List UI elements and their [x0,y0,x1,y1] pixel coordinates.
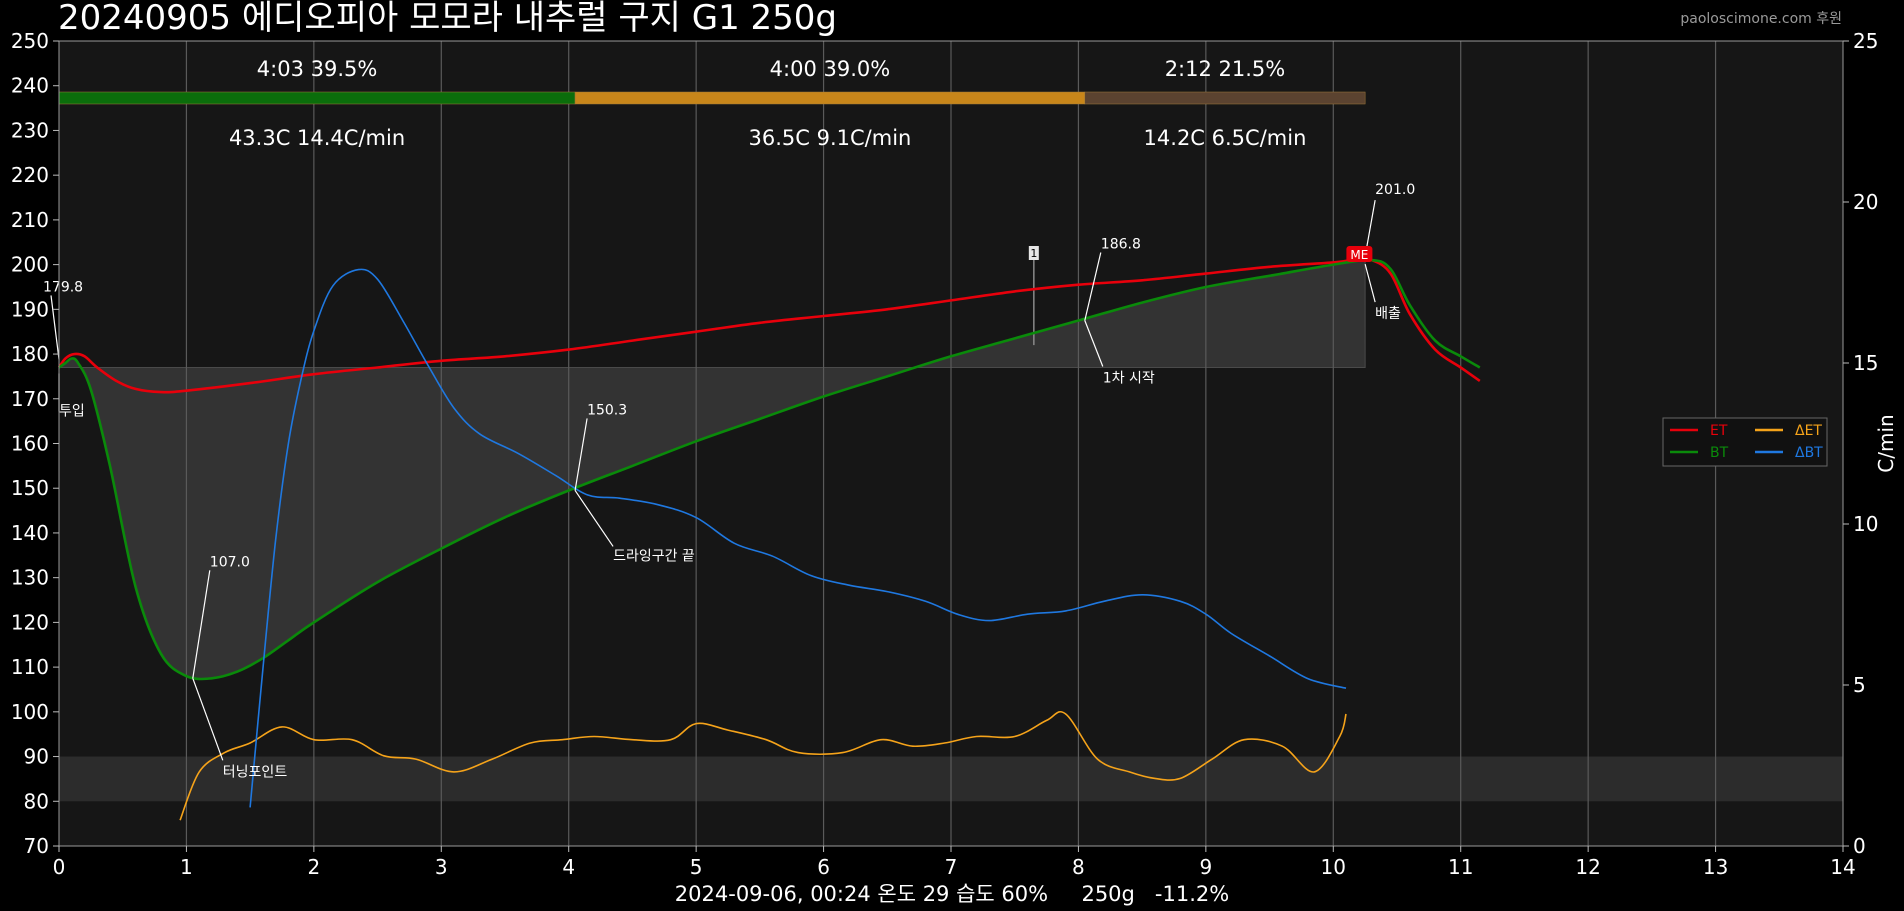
y2-tick-label: 15 [1853,351,1878,375]
y-tick-label: 250 [11,29,49,53]
x-tick-label: 11 [1448,855,1473,879]
legend-entry: ET [1710,423,1728,439]
y-tick-label: 100 [11,700,49,724]
legend-box [1662,417,1828,467]
y-tick-label: 80 [24,789,49,813]
annotation-value: 107.0 [210,554,250,570]
x-tick-label: 8 [1072,855,1085,879]
annotation-value: 179.8 [43,279,83,295]
y2-axis-label: C/min [1874,414,1898,472]
annotation-label: 터닝포인트 [223,764,288,780]
x-tick-label: 1 [180,855,193,879]
phase-time: 4:03 39.5% [257,57,378,81]
phase-bars: 4:03 39.5% 43.3C 14.4C/min 4:00 39.0% 36.5C… [58,57,1366,150]
y-tick-label: 240 [11,74,49,98]
legend: ET BT ΔET ΔBT [1662,417,1828,467]
y-tick-label: 190 [11,297,49,321]
legend-entry: ΔET [1795,423,1822,439]
event-marker-box [1028,246,1039,260]
y2-tick-label: 20 [1853,190,1878,214]
phase-bar [574,91,1086,105]
annotation-value: 186.8 [1101,237,1141,253]
annotation-leader [1364,263,1376,303]
x-tick-label: 0 [53,855,66,879]
annotation-leader [1084,320,1104,367]
roast-footer: 2024-09-06, 00:24 온도 29 습도 60% 250g -11.… [674,882,1230,906]
x-tick-label: 14 [1830,855,1855,879]
annotation-value: 201.0 [1375,182,1415,198]
y-tick-label: 150 [11,476,49,500]
series-dbt [249,268,1347,808]
end-marker-box [1346,246,1373,262]
annotation-leader [1084,252,1102,321]
y-tick-label: 90 [24,745,49,769]
y-tick-label: 180 [11,342,49,366]
annotation-leader [574,490,614,547]
x-tick-label: 7 [945,855,958,879]
annotation-label: 드라잉구간 끝 [613,548,695,564]
annotation-leader [192,570,211,679]
y-tick-label: 170 [11,387,49,411]
y-tick-label: 220 [11,163,49,187]
annotation-label: 투입 [59,403,85,419]
annotation-value: 150.3 [587,402,627,418]
x-tick-label: 12 [1575,855,1600,879]
annotation-leader [574,418,588,491]
chart-title: 20240905 에디오피아 모모라 내추럴 구지 G1 250g [58,0,837,38]
y2-tick-label: 25 [1853,29,1878,53]
x-tick-label: 5 [690,855,703,879]
y-tick-label: 210 [11,208,49,232]
watermark: paoloscimone.com 후원 [1680,11,1842,27]
y-tick-label: 110 [11,655,49,679]
phase-rate: 43.3C 14.4C/min [229,126,405,150]
end-marker-label: ME [1350,248,1368,262]
grid [185,41,1717,846]
y-tick-label: 70 [24,834,49,858]
y-tick-label: 130 [11,566,49,590]
series-bt [58,258,1481,681]
y-tick-label: 140 [11,521,49,545]
y-tick-label: 120 [11,610,49,634]
series-det [179,710,1347,821]
x-tick-label: 10 [1321,855,1346,879]
phase-rate: 14.2C 6.5C/min [1144,126,1307,150]
axes: 7080901001101201301401501601701801902002… [11,29,1898,879]
y2-tick-label: 10 [1853,512,1878,536]
phase-bar [1084,91,1366,105]
phase-time: 2:12 21.5% [1165,57,1286,81]
phase-time: 4:00 39.0% [770,57,891,81]
x-tick-label: 9 [1199,855,1212,879]
annotation-label: 배출 [1375,306,1401,322]
annotation-label: 1차 시작 [1103,371,1155,387]
event-marker-label: 1 [1030,247,1037,260]
y-tick-label: 200 [11,253,49,277]
x-tick-label: 13 [1703,855,1728,879]
phase-rate: 36.5C 9.1C/min [749,126,912,150]
x-tick-label: 3 [435,855,448,879]
legend-entry: ΔBT [1795,445,1823,461]
phase-bar [58,91,576,105]
legend-entry: BT [1710,445,1729,461]
y2-tick-label: 5 [1853,673,1866,697]
annotation-leader [50,295,60,360]
y-tick-label: 160 [11,432,49,456]
y2-tick-label: 0 [1853,834,1866,858]
annotation-leader [192,678,224,761]
x-tick-label: 6 [817,855,830,879]
x-tick-label: 4 [562,855,575,879]
x-tick-label: 2 [307,855,320,879]
y-tick-label: 230 [11,118,49,142]
